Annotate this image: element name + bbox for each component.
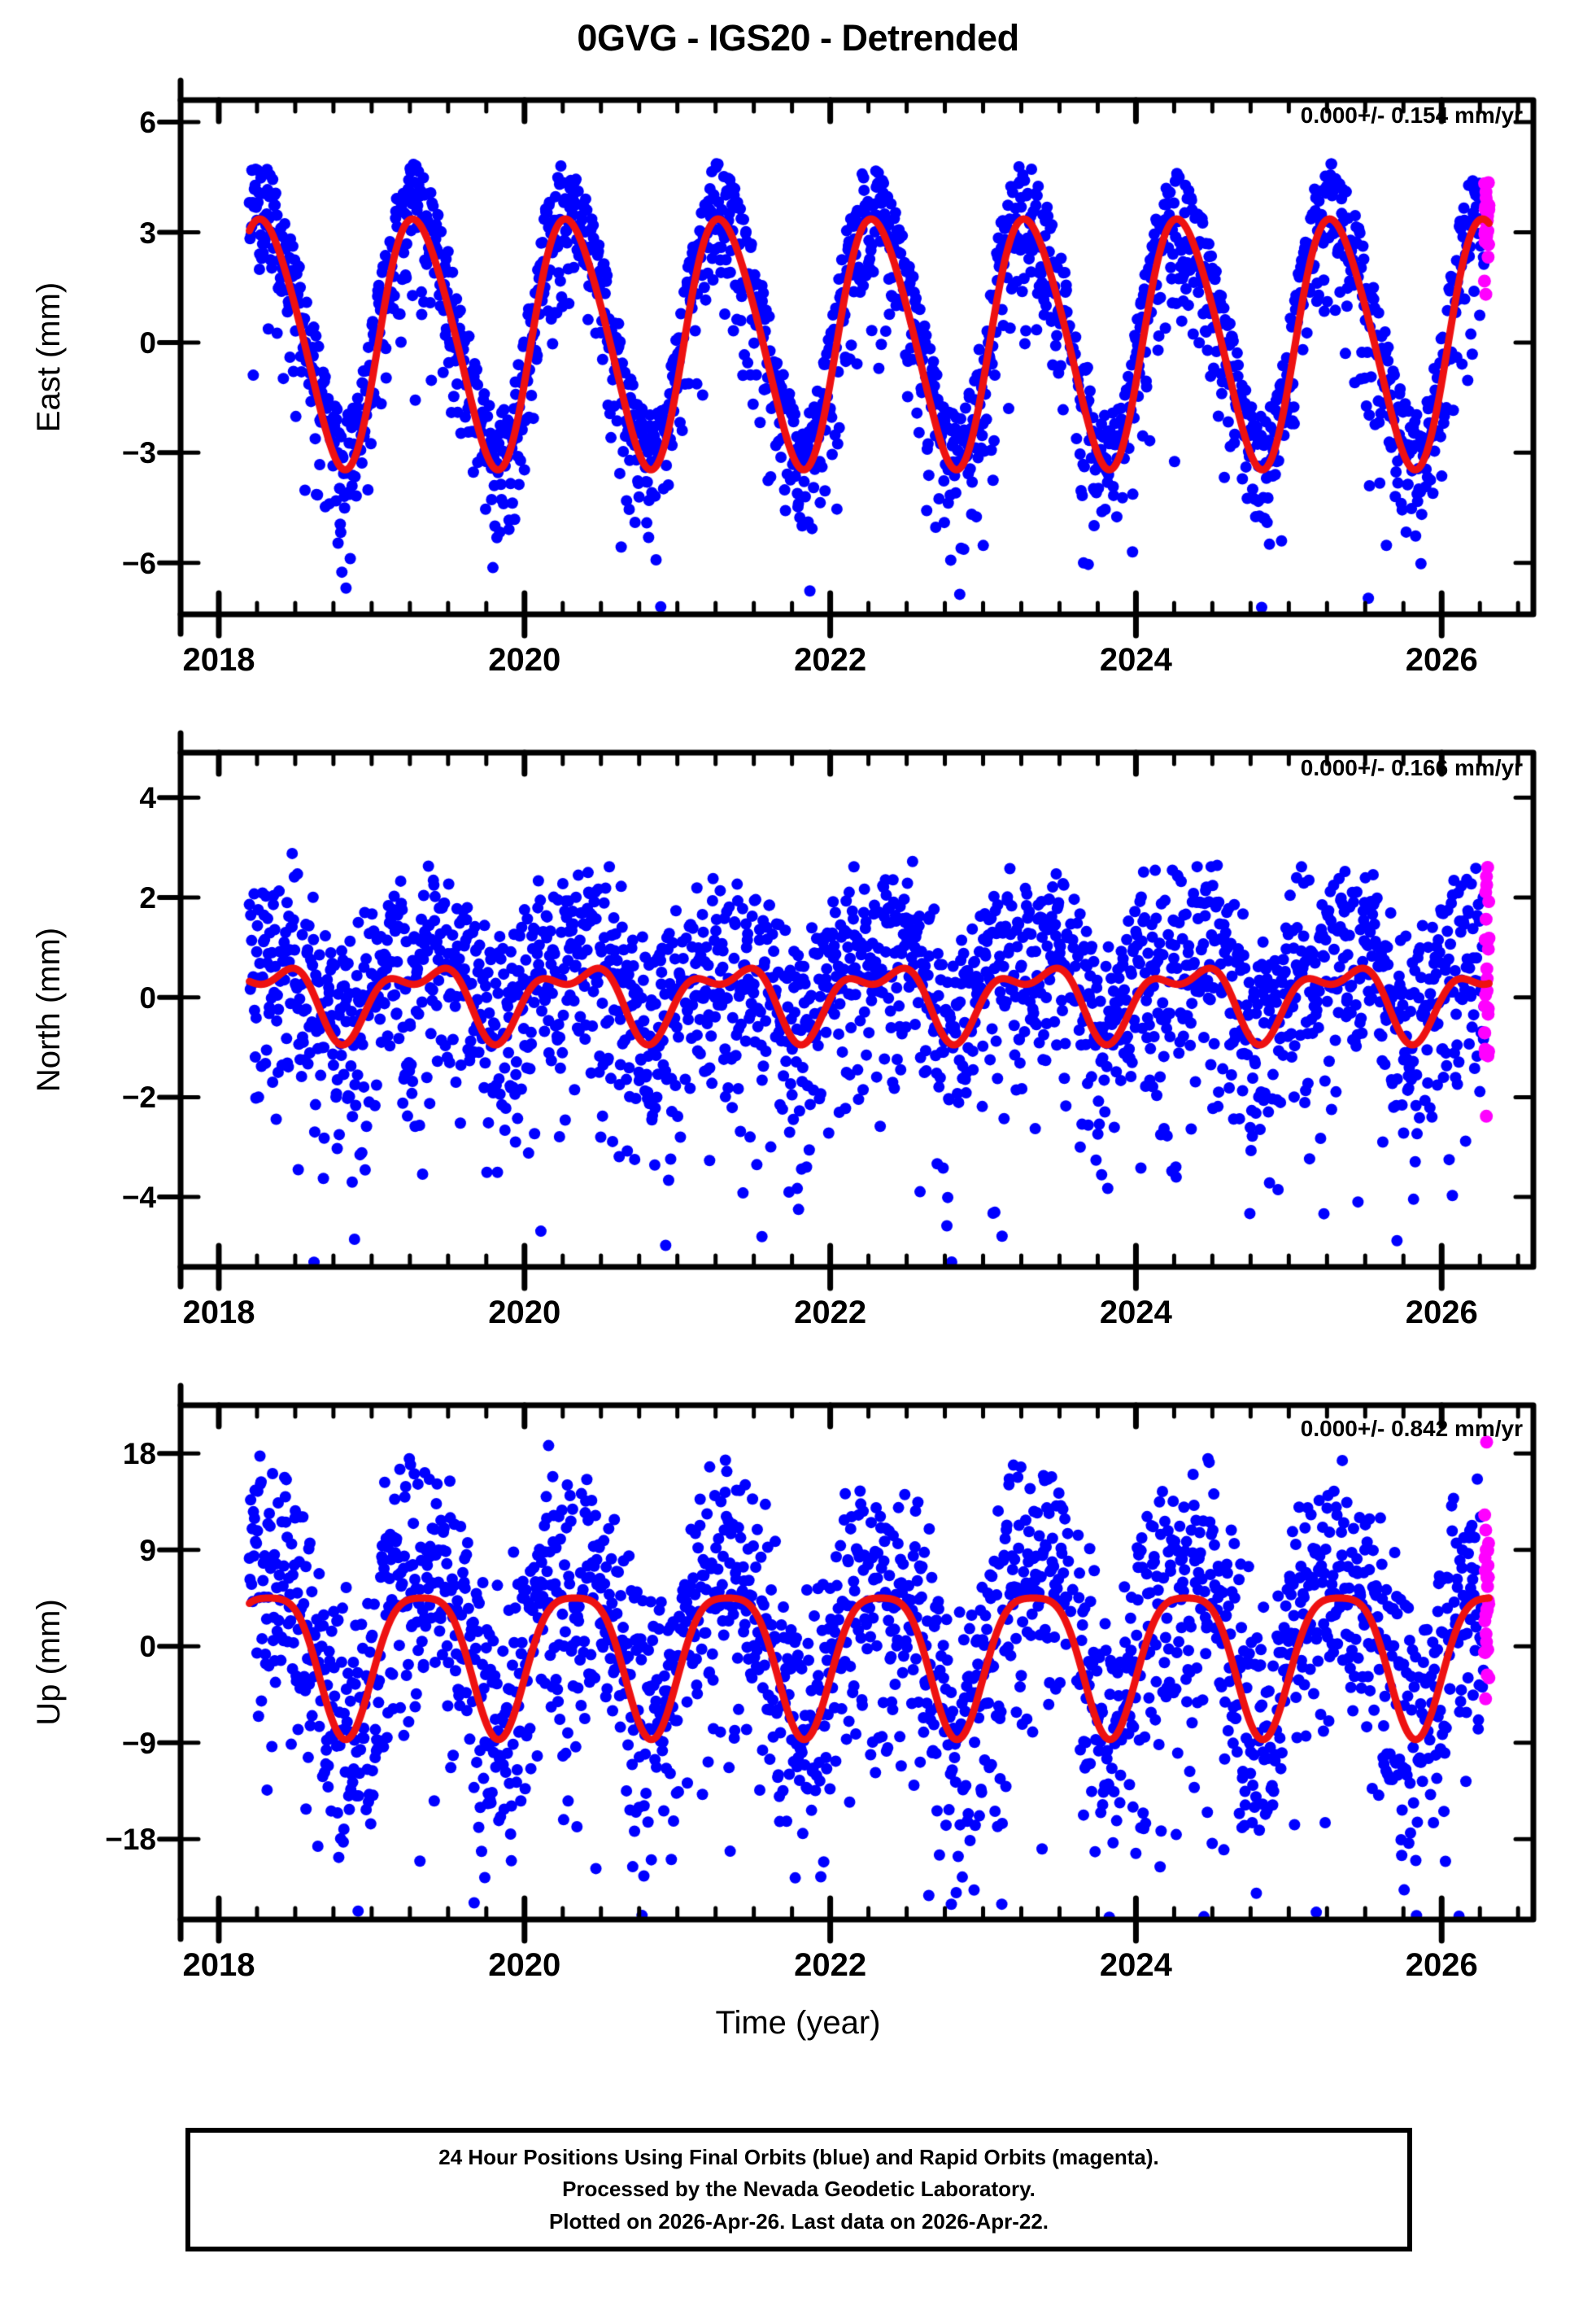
y-tick-label-east: 0 [139, 325, 156, 360]
rate-annotation-north: 0.000+/- 0.166 mm/yr [1300, 755, 1523, 780]
x-tick-label: 2026 [1405, 642, 1478, 678]
x-tick-label: 2022 [794, 1947, 867, 1983]
y-tick-label-north: 2 [139, 880, 156, 915]
caption-line-3: Plotted on 2026-Apr-26. Last data on 202… [548, 2208, 1049, 2234]
x-tick-label: 2024 [1099, 642, 1172, 678]
x-tick-label: 2018 [182, 1947, 255, 1983]
y-tick-label-north: −2 [121, 1081, 156, 1115]
caption-line-2: Processed by the Nevada Geodetic Laborat… [562, 2177, 1036, 2202]
caption-line-1: 24 Hour Positions Using Final Orbits (bl… [438, 2144, 1159, 2169]
x-tick-label: 2022 [794, 1295, 867, 1330]
x-tick-label: 2018 [182, 642, 255, 678]
y-tick-label-north: 0 [139, 980, 156, 1015]
x-tick-label: 2026 [1405, 1947, 1478, 1983]
x-tick-label: 2022 [794, 642, 867, 678]
x-tick-label: 2026 [1405, 1295, 1478, 1330]
y-tick-label-east: −3 [121, 436, 156, 470]
rate-annotation-up: 0.000+/- 0.842 mm/yr [1300, 1416, 1523, 1441]
y-tick-label-up: 9 [139, 1533, 156, 1567]
y-tick-label-up: 0 [139, 1630, 156, 1664]
x-tick-label: 2020 [488, 1295, 561, 1330]
y-tick-label-east: 6 [139, 106, 156, 140]
y-tick-label-north: 4 [139, 781, 156, 815]
y-tick-label-up: −9 [121, 1726, 156, 1760]
x-tick-label: 2020 [488, 642, 561, 678]
x-tick-label: 2018 [182, 1295, 255, 1330]
rate-annotation-east: 0.000+/- 0.154 mm/yr [1300, 103, 1523, 128]
y-tick-label-up: −18 [105, 1823, 156, 1857]
x-tick-label: 2024 [1099, 1947, 1172, 1983]
y-tick-label-east: 3 [139, 216, 156, 250]
y-tick-label-north: −4 [121, 1181, 156, 1215]
caption-box: 24 Hour Positions Using Final Orbits (bl… [185, 2128, 1412, 2251]
y-tick-label-east: −6 [121, 546, 156, 580]
y-tick-label-up: 18 [122, 1437, 156, 1471]
x-axis-label: Time (year) [715, 2005, 881, 2041]
x-tick-label: 2024 [1099, 1295, 1172, 1330]
page-title: 0GVG - IGS20 - Detrended [577, 17, 1019, 59]
x-tick-label: 2020 [488, 1947, 561, 1983]
